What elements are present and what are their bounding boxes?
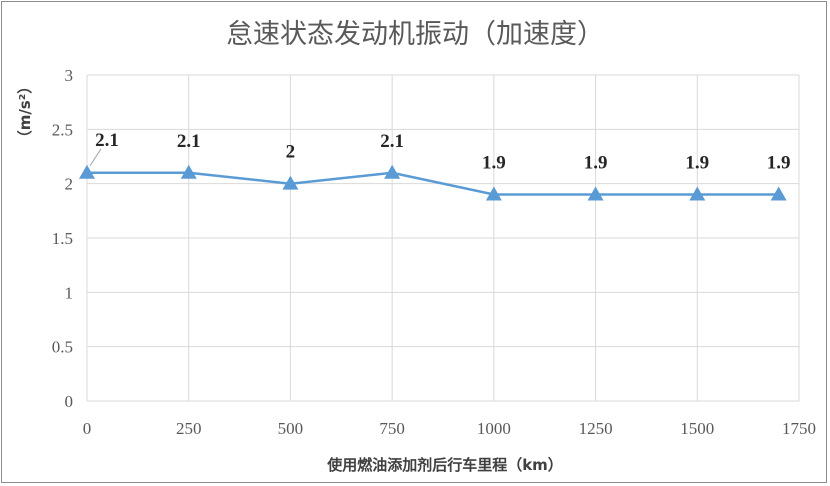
data-label: 1.9: [584, 153, 608, 174]
y-tick-label: 1: [65, 283, 74, 302]
data-label: 2: [286, 142, 296, 163]
x-tick-label: 750: [379, 419, 405, 438]
leader-line: [89, 148, 102, 167]
x-axis-ticks: 0 250 500 750 1000 1250 1500 1750: [83, 419, 816, 438]
data-point-marker: [180, 164, 197, 179]
data-label: 2.1: [380, 131, 404, 152]
x-axis-label: 使用燃油添加剂后行车里程（km）: [326, 456, 563, 474]
x-tick-label: 1000: [477, 419, 511, 438]
x-tick-label: 500: [278, 419, 304, 438]
data-point-marker: [770, 186, 787, 201]
y-tick-label: 2.5: [52, 120, 73, 139]
data-labels: 2.1 2.1 2 2.1 1.9 1.9 1.9 1.9: [89, 130, 791, 174]
chart-title: 怠速状态发动机振动（加速度）: [226, 19, 604, 50]
data-point-marker: [282, 175, 299, 190]
data-point-marker: [79, 164, 95, 179]
data-point-marker: [384, 164, 401, 179]
series-line: [87, 171, 779, 196]
data-point-marker: [485, 186, 502, 201]
grid: [86, 74, 800, 402]
data-label: 1.9: [685, 153, 709, 174]
x-tick-label: 1750: [782, 419, 816, 438]
y-axis-ticks: 0 0.5 1 1.5 2 2.5 3: [52, 66, 73, 411]
y-tick-label: 3: [65, 66, 74, 85]
y-axis-label: （m/s²）: [16, 79, 34, 146]
data-label: 1.9: [767, 153, 791, 174]
y-tick-label: 1.5: [52, 229, 73, 248]
data-point-marker: [689, 186, 706, 201]
data-label: 2.1: [95, 130, 119, 151]
y-tick-label: 0.5: [52, 338, 73, 357]
y-tick-label: 0: [65, 392, 74, 411]
data-label: 1.9: [482, 153, 506, 174]
series: [79, 164, 787, 201]
x-tick-label: 250: [176, 419, 202, 438]
y-tick-label: 2: [65, 175, 74, 194]
data-label: 2.1: [177, 131, 201, 152]
x-tick-label: 1500: [680, 419, 714, 438]
x-tick-label: 0: [83, 419, 92, 438]
data-point-marker: [587, 186, 604, 201]
x-tick-label: 1250: [579, 419, 613, 438]
